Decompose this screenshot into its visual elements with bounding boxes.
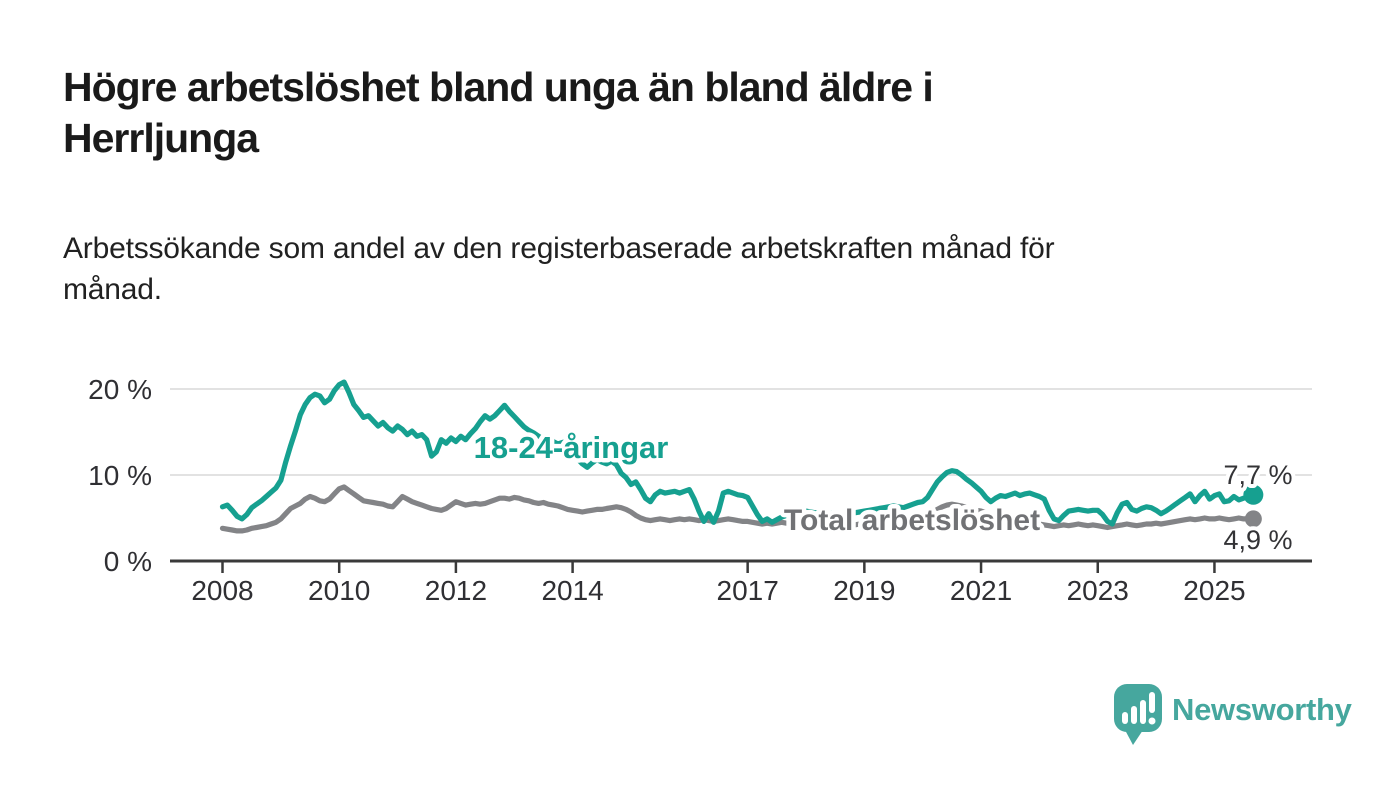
- y-tick-label-10: 10 %: [88, 460, 152, 491]
- logo-wordmark: Newsworthy: [1172, 692, 1353, 727]
- page-title-line-1: Högre arbetslöshet bland unga än bland ä…: [63, 64, 934, 110]
- end-dot-total: [1244, 510, 1262, 528]
- chart-subtitle: Arbetssökande som andel av den registerb…: [63, 228, 1303, 310]
- page-title-line-2: Herrljunga: [63, 115, 259, 161]
- value-label-youth: 7,7 %: [1223, 460, 1292, 490]
- end-dot-youth: [1243, 484, 1264, 505]
- x-tick-label-2008: 2008: [191, 575, 253, 606]
- newsworthy-logo: Newsworthy: [1114, 684, 1353, 745]
- series-line-youth: [219, 379, 1256, 527]
- chart-subtitle-line-1: Arbetssökande som andel av den registerb…: [63, 232, 1055, 265]
- y-tick-label-20: 20 %: [88, 374, 152, 405]
- newsworthy-logo-icon: [1114, 684, 1162, 745]
- x-tick-label-2023: 2023: [1067, 575, 1129, 606]
- series-label-youth: 18-24-åringar: [474, 430, 669, 465]
- x-tick-label-2012: 2012: [425, 575, 487, 606]
- logo-bubble-tail: [1125, 730, 1143, 745]
- logo-exclamation-bar: [1149, 692, 1155, 713]
- y-tick-label-0: 0 %: [104, 546, 152, 577]
- logo-exclamation-dot: [1148, 717, 1156, 725]
- x-tick-label-2025: 2025: [1183, 575, 1245, 606]
- series-label-total: Total arbetslöshet: [784, 504, 1040, 537]
- x-tick-label-2019: 2019: [833, 575, 895, 606]
- x-tick-label-2021: 2021: [950, 575, 1012, 606]
- chart-subtitle-line-2: månad.: [63, 273, 162, 306]
- x-tick-label-2010: 2010: [308, 575, 370, 606]
- series-line-total: [219, 484, 1256, 534]
- x-tick-label-2017: 2017: [717, 575, 779, 606]
- logo-bar-chart-icon: [1122, 692, 1156, 725]
- value-label-total: 4,9 %: [1223, 525, 1292, 555]
- page-title: Högre arbetslöshet bland unga än bland ä…: [63, 62, 1303, 164]
- x-tick-label-2014: 2014: [541, 575, 603, 606]
